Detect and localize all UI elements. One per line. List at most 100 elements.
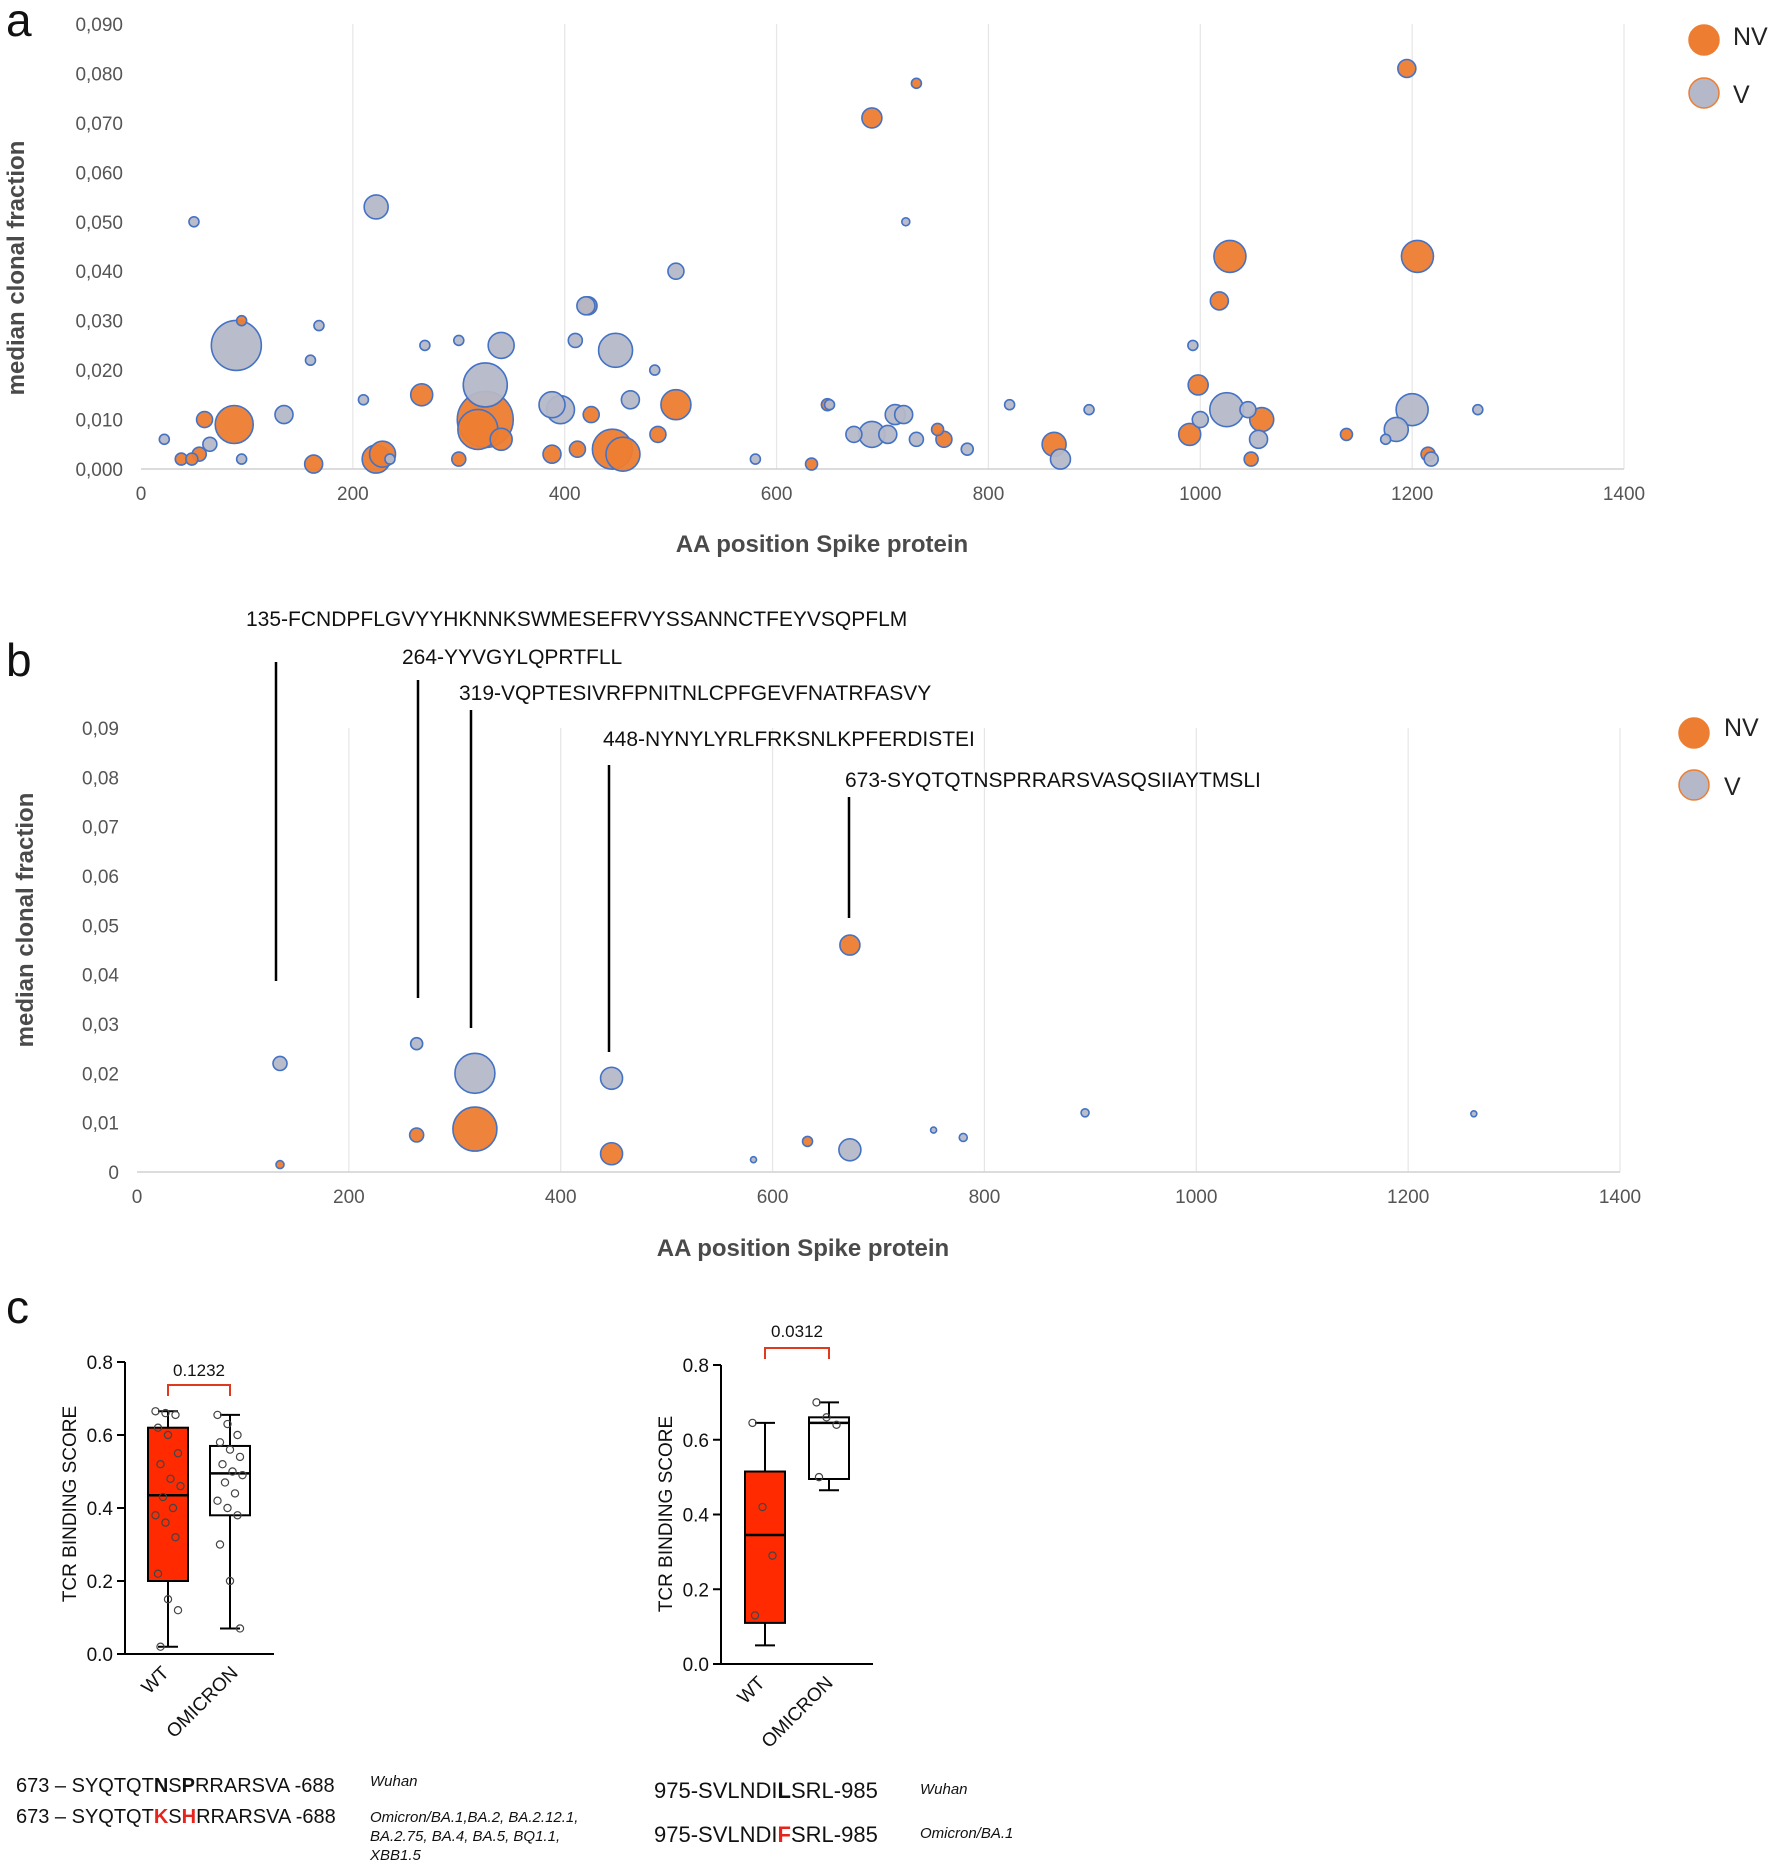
x-tick-label-a: 1200 xyxy=(1391,484,1433,505)
sequence-wuhan-right: 975-SVLNDILSRL-985 xyxy=(654,1778,878,1803)
data-point-wt-c-left xyxy=(171,1410,180,1420)
data-point-wt-c-left xyxy=(166,1474,175,1484)
bubble-v-b xyxy=(958,1132,969,1143)
bubble-v-a xyxy=(845,425,863,444)
data-point-omicron-c-left xyxy=(223,1419,232,1429)
data-point-wt-c-right xyxy=(748,1418,757,1428)
bubble-v-a xyxy=(1083,403,1095,416)
data-point-wt-c-left xyxy=(173,1449,183,1458)
data-point-omicron-c-left xyxy=(218,1459,227,1469)
bubble-nv-a xyxy=(542,444,562,464)
y-tick-label-c-left: 0.0 xyxy=(87,1645,113,1666)
panel-letter-b: b xyxy=(6,634,32,686)
bubble-nv-a xyxy=(605,436,641,472)
y-tick-labels-b: 0 0,01 0,02 0,03 0,04 0,05 0,06 0,07 0,08 0,09 xyxy=(82,719,119,1184)
bubble-nv-a xyxy=(1397,58,1417,79)
data-point-omicron-c-right xyxy=(832,1420,841,1430)
bubble-v-a xyxy=(188,215,200,228)
box-omicron-c-right xyxy=(808,1416,850,1480)
bubble-v-a xyxy=(235,453,248,465)
y-tick-label-a: 0,080 xyxy=(75,64,123,85)
data-point-wt-c-left xyxy=(171,1532,180,1542)
bubble-v-a xyxy=(1423,451,1440,467)
bubble-nv-a xyxy=(235,314,248,327)
bubble-v-a xyxy=(901,216,911,227)
x-tick-label-a: 0 xyxy=(136,484,147,505)
bubble-v-a xyxy=(1187,339,1199,352)
bubble-v-a xyxy=(304,354,317,367)
bubble-v-a xyxy=(749,453,762,465)
data-point-omicron-c-left xyxy=(235,1452,245,1462)
bubble-nv-a xyxy=(649,425,667,444)
y-tick-label-c-left: 0.6 xyxy=(87,1426,113,1447)
y-axis-title-c-right: TCR BINDING SCORE xyxy=(656,1416,677,1612)
x-tick-label-b: 400 xyxy=(545,1187,577,1208)
y-tick-label-a: 0,060 xyxy=(75,163,123,184)
x-tick-label-b: 0 xyxy=(132,1187,143,1208)
x-tick-labels-a: 0 200 400 600 800 1000 1200 1400 xyxy=(136,484,1645,505)
y-tick-labels-a: 0,000 0,010 0,020 0,030 0,040 0,050 0,060 0,070… xyxy=(75,15,123,481)
legend-swatch-v-a xyxy=(1688,77,1720,109)
legend-label-v-a: V xyxy=(1733,81,1750,109)
bubble-v-a xyxy=(648,364,661,376)
bubble-v-a xyxy=(452,334,465,347)
data-point-omicron-c-left xyxy=(213,1410,222,1420)
bubble-v-a xyxy=(202,436,218,453)
data-point-wt-c-left xyxy=(176,1481,185,1491)
y-ticks-c-right: 0.0 0.2 0.4 0.6 0.8 xyxy=(683,1356,721,1676)
bubble-v-a xyxy=(667,262,685,281)
bubble-v-a xyxy=(1248,429,1269,450)
data-point-wt-c-left xyxy=(163,1595,173,1604)
bubble-v-b xyxy=(1470,1109,1478,1118)
bubble-nv-a xyxy=(861,107,883,129)
bubble-nv-b xyxy=(599,1141,624,1166)
variant-label-omicron-left-2: BA.2.75, BA.4, BA.5, BQ1.1, xyxy=(370,1828,560,1845)
x-tick-wt-c-right: WT xyxy=(734,1672,770,1708)
y-tick-label-b: 0,06 xyxy=(82,867,119,888)
bubble-v-a xyxy=(1049,448,1072,470)
bubble-nv-a xyxy=(930,422,945,437)
x-tick-label-b: 1200 xyxy=(1387,1187,1429,1208)
bubble-nv-a xyxy=(568,440,587,459)
data-point-omicron-c-left xyxy=(223,1503,232,1513)
bubble-v-b xyxy=(1080,1108,1090,1118)
box-wt-c-left xyxy=(147,1426,189,1582)
bubble-v-a xyxy=(313,319,325,332)
grid-b xyxy=(348,728,1621,1172)
y-tick-label-c-right: 0.4 xyxy=(683,1506,710,1527)
peptide-label-264: 264-YYVGYLQPRTFLL xyxy=(402,646,622,669)
bubble-v-a xyxy=(1379,433,1392,446)
data-point-omicron-c-right xyxy=(812,1398,821,1407)
data-point-wt-c-left xyxy=(161,1408,170,1418)
data-point-wt-c-left xyxy=(151,1511,160,1520)
box-plot-right: 0.0 0.2 0.4 0.6 0.8 TCR BINDING SCORE WT OMI… xyxy=(656,1322,873,1752)
legend-a: NV V xyxy=(1688,23,1768,109)
data-point-omicron-c-left xyxy=(228,1467,237,1476)
y-tick-label-a: 0,040 xyxy=(75,262,123,283)
sequence-comparison-left: 673 – SYQTQTNSPRRARSVA -688 Wuhan 673 – … xyxy=(16,1773,578,1864)
bubble-nv-a xyxy=(450,451,467,467)
x-tick-label-a: 400 xyxy=(549,484,581,505)
data-point-omicron-c-left xyxy=(213,1496,222,1505)
significance-bracket-c-left xyxy=(167,1384,231,1396)
x-tick-label-a: 1000 xyxy=(1179,484,1221,505)
bubble-nv-a xyxy=(804,457,819,471)
bubble-v-b xyxy=(454,1052,496,1095)
data-point-omicron-c-left xyxy=(230,1489,240,1498)
y-axis-title-c-left: TCR BINDING SCORE xyxy=(60,1406,81,1602)
legend-label-nv-a: NV xyxy=(1733,23,1768,51)
boxes-c-left xyxy=(147,1407,251,1651)
data-point-wt-c-left xyxy=(161,1518,170,1527)
bubble-v-a xyxy=(567,332,584,349)
data-point-wt-c-left xyxy=(168,1503,178,1513)
p-value-c-left: 0.1232 xyxy=(173,1361,225,1380)
p-value-c-right: 0.0312 xyxy=(771,1322,823,1341)
bubble-nv-a xyxy=(185,452,199,466)
data-point-wt-c-left xyxy=(151,1407,160,1416)
bubble-nv-a xyxy=(1209,291,1230,311)
legend-swatch-nv-b xyxy=(1678,717,1710,749)
peptide-label-319: 319-VQPTESIVRFPNITNLCPFGEVFNATRFASVY xyxy=(459,682,931,705)
x-tick-label-b: 800 xyxy=(969,1187,1001,1208)
bubble-nv-b xyxy=(275,1159,285,1170)
data-point-omicron-c-left xyxy=(225,1576,235,1586)
